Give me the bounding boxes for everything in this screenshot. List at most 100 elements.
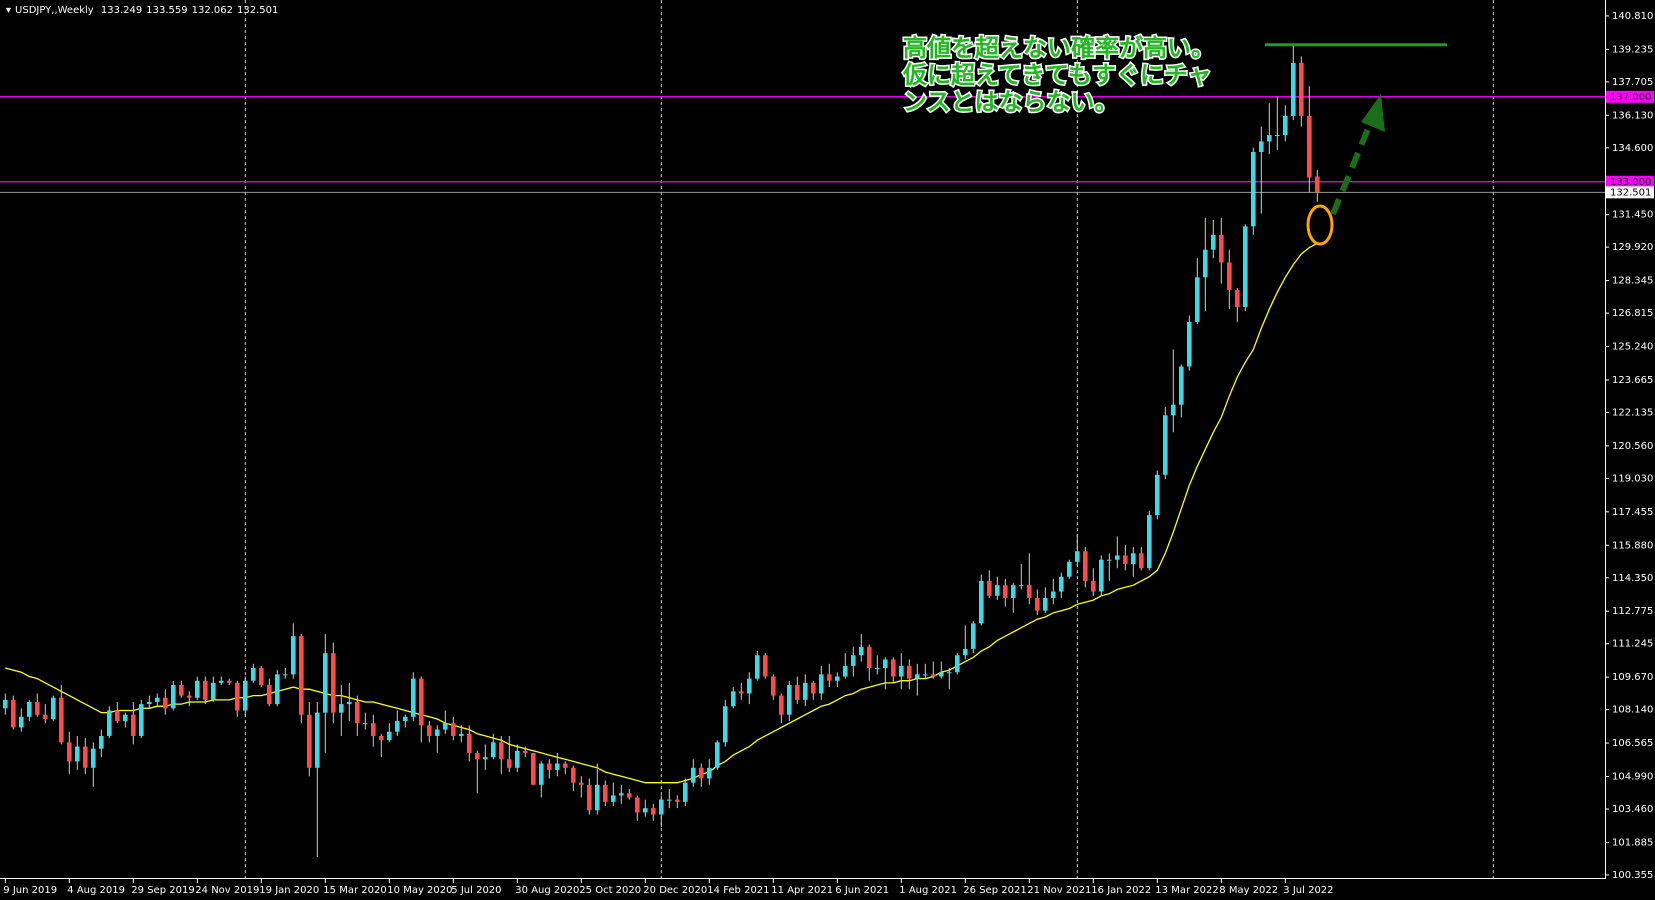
candle-body [763,655,768,677]
y-tick-label: 125.240 [1612,342,1653,353]
candle-body [419,678,424,726]
candle-body [35,701,40,715]
candle-body [515,750,520,768]
candle-body [955,655,960,673]
candle-body [235,682,240,711]
candle-body [1099,559,1104,592]
annotation: 仮に超えてきてもすぐにチャ [902,61,1212,89]
candle-body [1027,585,1032,598]
candle-body [1147,515,1152,569]
candle-body [219,680,224,683]
candle-body [555,763,560,770]
candle-body [1283,115,1288,136]
candle-body [715,742,720,768]
y-tick-label: 115.880 [1612,540,1653,551]
candle-body [331,653,336,713]
candle-body [1131,553,1136,564]
candle-body [963,648,968,656]
candle-body [27,701,32,717]
candle-body [883,659,888,669]
y-tick-label: 112.775 [1612,606,1653,617]
candle-body [723,706,728,743]
candle-body [427,725,432,736]
candle-body [267,684,272,705]
candle-body [1019,585,1024,587]
candle-body [1291,62,1296,116]
annotation: 高値を超えない確率が高い。 [903,34,1215,62]
x-tick-label: 25 Oct 2020 [579,885,641,896]
candle-body [795,684,800,700]
symbol-marker: ▾ [6,5,12,16]
candle-body [995,585,1000,596]
candle-body [1067,561,1072,577]
candle-body [627,793,632,798]
y-tick-label: 122.135 [1612,407,1653,418]
candle-body [371,723,376,736]
candle-body [1187,321,1192,367]
candle-body [155,697,160,702]
candle-body [587,784,592,811]
candle-body [819,674,824,694]
candle-body [523,750,528,753]
x-tick-label: 6 Jun 2021 [835,885,889,896]
candle-body [291,636,296,675]
candle-body [75,746,80,762]
candle-body [707,767,712,779]
candle-body [99,735,104,749]
candle-body [435,729,440,736]
x-tick-label: 21 Nov 2021 [1027,885,1091,896]
candle-body [1211,234,1216,250]
candle-body [771,676,776,696]
candle-body [243,680,248,711]
candle-body [939,672,944,677]
candle-body [1163,415,1168,475]
x-tick-label: 10 May 2020 [387,885,452,896]
candle-body [1219,234,1224,263]
candle-body [411,678,416,717]
candle-body [1267,135,1272,142]
candle-body [307,714,312,768]
candle-body [659,799,664,815]
candle-body [107,710,112,736]
candle-body [691,767,696,783]
candle-body [203,680,208,700]
candle-body [379,735,384,741]
candle-body [147,701,152,705]
x-tick-label: 16 Jan 2022 [1091,885,1151,896]
candle-body [347,701,352,705]
highlight-circle [1306,204,1334,246]
current-price-label: 132.501 [1610,187,1651,198]
candle-body [875,668,880,670]
y-tick-label: 119.030 [1612,473,1653,484]
candle-body [899,665,904,677]
x-tick-label: 15 Mar 2020 [323,885,386,896]
candle-body [987,580,992,596]
x-tick-label: 19 Jan 2020 [259,885,319,896]
candle-body [755,655,760,679]
y-tick-label: 123.665 [1612,375,1653,386]
candle-body [675,799,680,802]
y-tick-label: 134.600 [1612,143,1653,154]
candle-body [187,695,192,698]
candle-body [387,731,392,741]
candle-body [339,704,344,713]
candle-body [1059,576,1064,592]
candle-body [803,682,808,700]
y-tick-label: 104.990 [1612,772,1653,783]
candle-body [787,684,792,715]
candle-body [1139,553,1144,569]
candle-body [843,665,848,677]
candle-body [11,699,16,728]
candle-body [859,646,864,656]
x-tick-label: 9 Jun 2019 [3,885,57,896]
candle-body [1315,176,1320,193]
x-tick-label: 1 Aug 2021 [899,885,957,896]
candle-body [1275,135,1280,137]
candle-body [563,763,568,768]
candle-body [739,691,744,694]
candle-body [747,678,752,694]
header-high: 133.559 [146,5,188,16]
forecast-arrow [1330,122,1373,216]
y-tick-label: 129.920 [1612,242,1653,253]
